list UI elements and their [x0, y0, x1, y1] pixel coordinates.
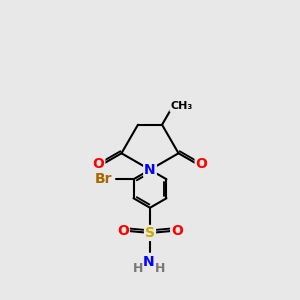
Text: H: H [132, 262, 143, 275]
Text: Br: Br [94, 172, 112, 186]
Text: N: N [142, 255, 154, 269]
Text: O: O [92, 157, 104, 171]
Text: O: O [117, 224, 129, 238]
Text: N: N [144, 163, 156, 177]
Text: CH₃: CH₃ [170, 101, 193, 111]
Text: H: H [155, 262, 166, 275]
Text: S: S [145, 226, 155, 240]
Text: O: O [196, 157, 208, 171]
Text: O: O [171, 224, 183, 238]
